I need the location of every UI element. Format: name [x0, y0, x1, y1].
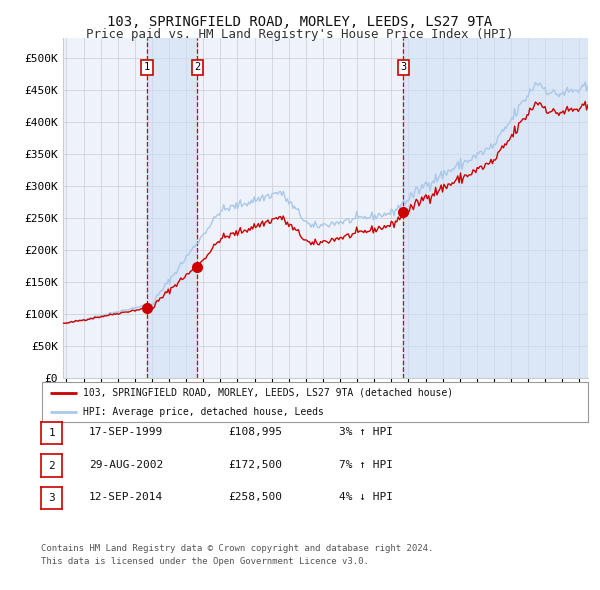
Text: 2: 2	[48, 461, 55, 470]
Text: 12-SEP-2014: 12-SEP-2014	[89, 493, 163, 502]
Text: 2: 2	[194, 62, 200, 72]
Text: This data is licensed under the Open Government Licence v3.0.: This data is licensed under the Open Gov…	[41, 558, 368, 566]
Text: 17-SEP-1999: 17-SEP-1999	[89, 428, 163, 437]
Text: 103, SPRINGFIELD ROAD, MORLEY, LEEDS, LS27 9TA (detached house): 103, SPRINGFIELD ROAD, MORLEY, LEEDS, LS…	[83, 388, 453, 398]
Text: £108,995: £108,995	[228, 428, 282, 437]
Bar	[403, 38, 588, 378]
Text: HPI: Average price, detached house, Leeds: HPI: Average price, detached house, Leed…	[83, 407, 324, 417]
Text: 7% ↑ HPI: 7% ↑ HPI	[339, 460, 393, 470]
Bar	[147, 38, 197, 378]
Text: £172,500: £172,500	[228, 460, 282, 470]
Text: 3% ↑ HPI: 3% ↑ HPI	[339, 428, 393, 437]
Text: 29-AUG-2002: 29-AUG-2002	[89, 460, 163, 470]
Text: 1: 1	[48, 428, 55, 438]
Text: 1: 1	[144, 62, 150, 72]
Text: 4% ↓ HPI: 4% ↓ HPI	[339, 493, 393, 502]
Text: 3: 3	[400, 62, 407, 72]
Text: Contains HM Land Registry data © Crown copyright and database right 2024.: Contains HM Land Registry data © Crown c…	[41, 545, 433, 553]
Text: 103, SPRINGFIELD ROAD, MORLEY, LEEDS, LS27 9TA: 103, SPRINGFIELD ROAD, MORLEY, LEEDS, LS…	[107, 15, 493, 29]
Text: Price paid vs. HM Land Registry's House Price Index (HPI): Price paid vs. HM Land Registry's House …	[86, 28, 514, 41]
Text: £258,500: £258,500	[228, 493, 282, 502]
Text: 3: 3	[48, 493, 55, 503]
